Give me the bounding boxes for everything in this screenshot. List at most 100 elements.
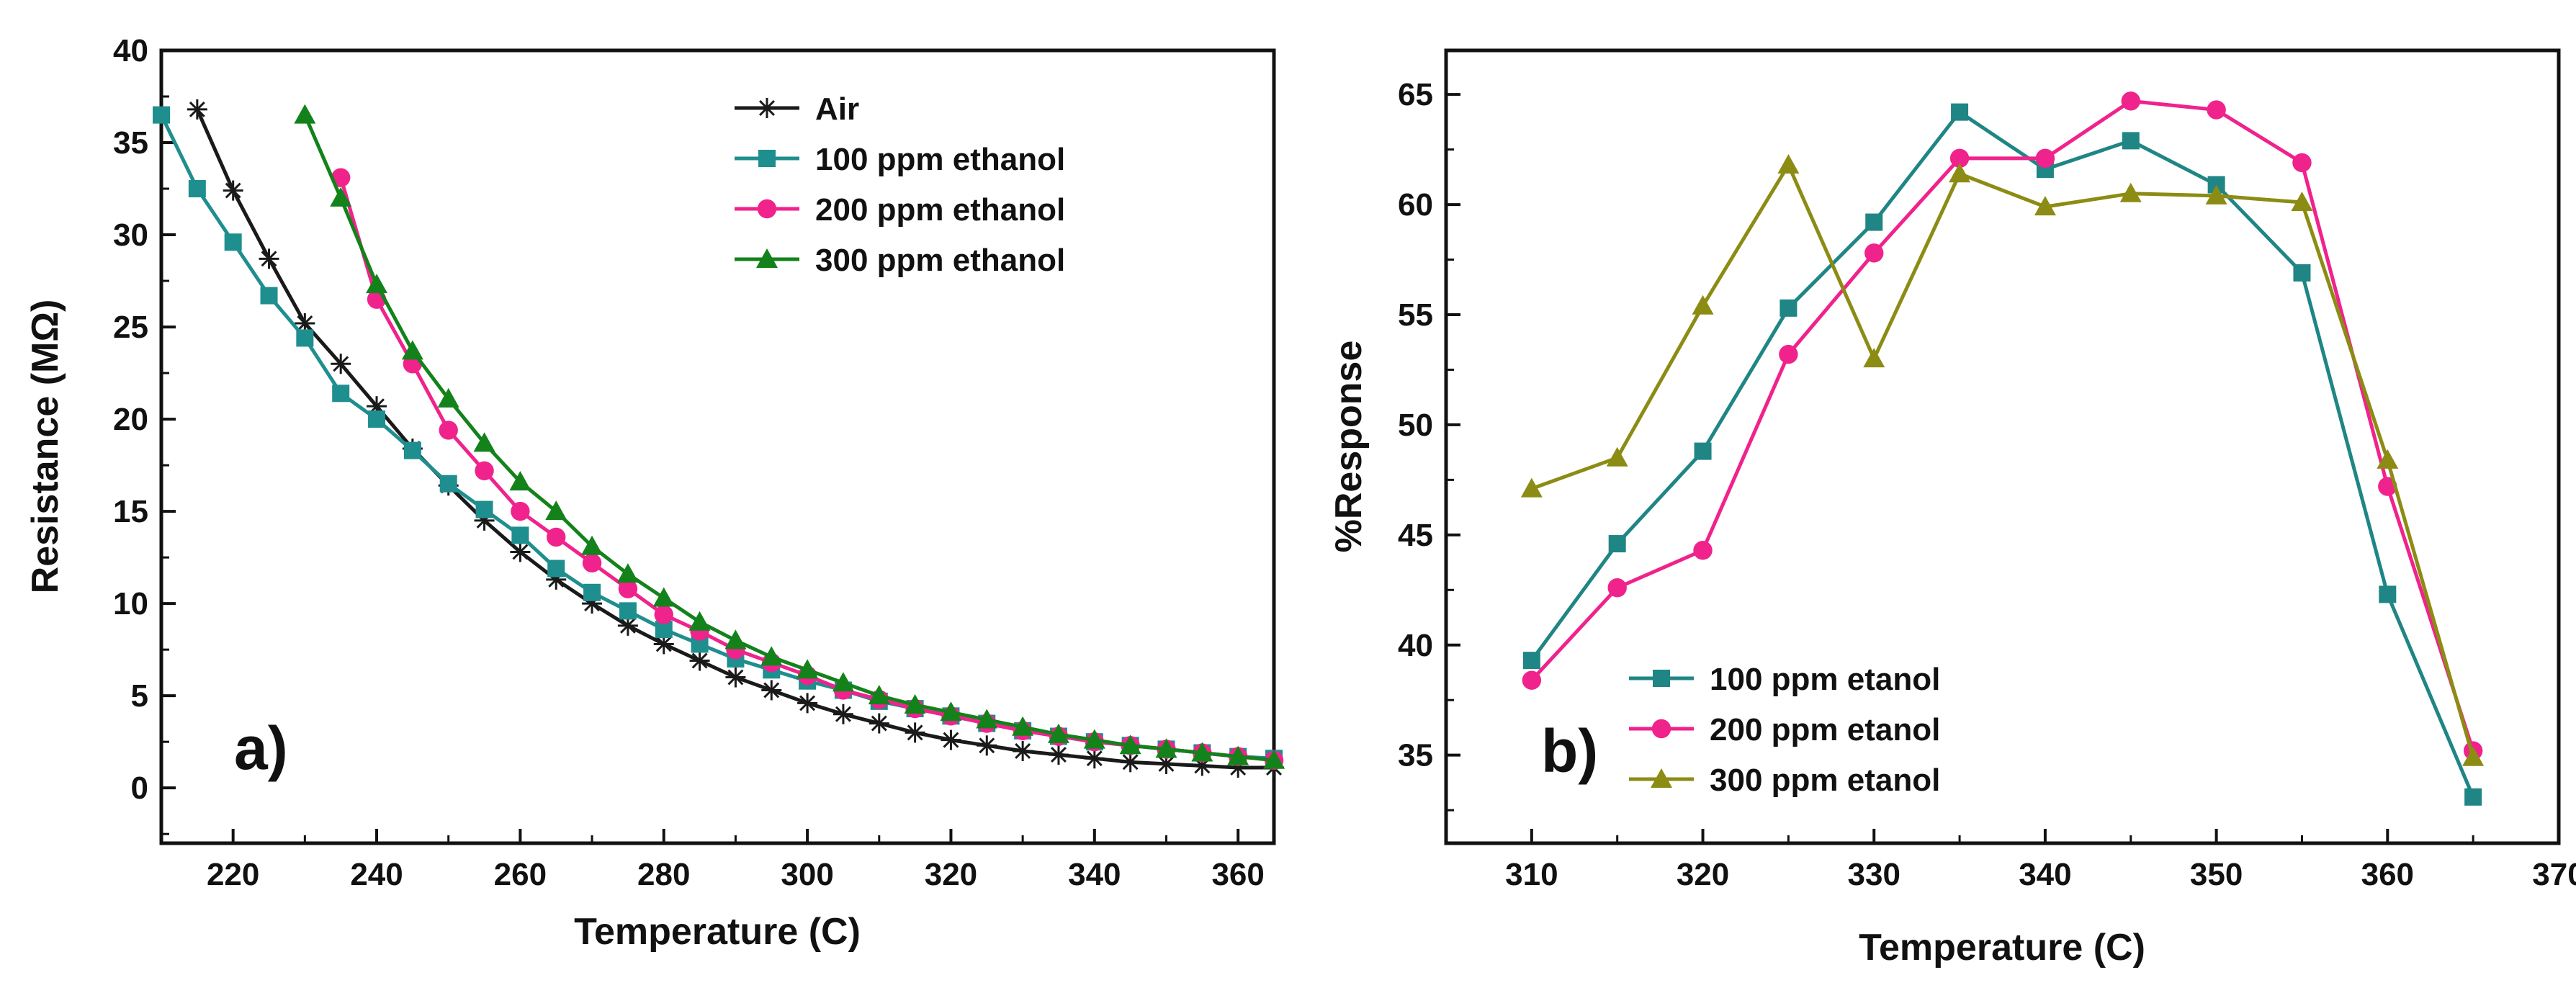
series-2 bbox=[1520, 154, 2485, 766]
data-point bbox=[224, 233, 242, 251]
data-point bbox=[511, 526, 529, 544]
panel-a-ticks: 220 240 260 280 300 320 340 360 0 5 10 15 20 25 30 35 40 bbox=[113, 33, 1265, 892]
series-3 bbox=[294, 104, 1285, 769]
panel-b-ticks: 310 320 330 340 350 360 370 35 40 45 50 55 60 65 bbox=[1398, 77, 2576, 892]
y-tick-label: 5 bbox=[131, 678, 148, 714]
panel-a-ylabel: Resistance (MΩ) bbox=[24, 300, 66, 594]
data-point bbox=[1522, 652, 1540, 670]
legend-marker bbox=[757, 98, 777, 118]
y-tick-label: 40 bbox=[1398, 628, 1433, 663]
y-tick-label: 65 bbox=[1398, 77, 1433, 112]
data-point bbox=[294, 104, 316, 124]
data-point bbox=[547, 527, 566, 547]
data-point bbox=[654, 605, 673, 624]
data-point bbox=[475, 461, 494, 480]
data-point bbox=[2207, 100, 2226, 120]
data-point bbox=[1083, 729, 1105, 749]
legend-label: Air bbox=[815, 91, 859, 127]
legend-label: 100 ppm ethanol bbox=[815, 142, 1065, 177]
panel-a-legend: Air 100 ppm ethanol 200 ppm ethanol 300 ppm… bbox=[735, 91, 1065, 278]
y-tick-label: 45 bbox=[1398, 518, 1433, 553]
data-point bbox=[904, 693, 926, 714]
data-point bbox=[2464, 788, 2482, 806]
data-point bbox=[1048, 745, 1069, 765]
data-point bbox=[582, 553, 602, 573]
data-point bbox=[1263, 749, 1285, 769]
data-point bbox=[368, 410, 386, 428]
series-2 bbox=[331, 168, 1284, 770]
legend-marker bbox=[757, 199, 777, 219]
data-point bbox=[653, 634, 674, 655]
data-point bbox=[1155, 738, 1177, 758]
legend-marker bbox=[1653, 670, 1670, 687]
data-point bbox=[1520, 477, 1543, 498]
data-point bbox=[366, 274, 388, 294]
data-point bbox=[1120, 752, 1141, 773]
data-point bbox=[259, 248, 279, 269]
series-line bbox=[1530, 163, 2475, 758]
data-point bbox=[437, 387, 459, 408]
data-point bbox=[332, 385, 350, 403]
data-point bbox=[977, 735, 997, 756]
data-point bbox=[1191, 742, 1213, 762]
x-tick-label: 330 bbox=[1848, 857, 1900, 892]
data-point bbox=[868, 685, 890, 705]
x-tick-label: 260 bbox=[494, 857, 547, 892]
data-point bbox=[401, 340, 423, 360]
data-point bbox=[941, 729, 961, 750]
panel-a-series bbox=[153, 99, 1285, 778]
data-point bbox=[2462, 746, 2485, 766]
data-point bbox=[724, 629, 747, 650]
data-point bbox=[976, 709, 998, 729]
series-line bbox=[1530, 110, 2475, 798]
series-0 bbox=[187, 99, 1284, 778]
data-point bbox=[833, 704, 853, 724]
data-point bbox=[761, 680, 782, 701]
data-point bbox=[330, 187, 352, 207]
legend-entry: Air bbox=[735, 91, 859, 127]
legend-entry: 100 ppm ethanol bbox=[735, 142, 1065, 177]
x-tick-label: 300 bbox=[781, 857, 833, 892]
panel-a-xlabel: Temperature (C) bbox=[574, 911, 861, 953]
data-point bbox=[583, 583, 601, 601]
legend-marker bbox=[758, 150, 776, 167]
y-tick-label: 0 bbox=[131, 770, 148, 806]
data-point bbox=[905, 722, 925, 743]
series-line bbox=[159, 114, 1275, 760]
data-point bbox=[616, 563, 639, 583]
data-point bbox=[1780, 299, 1798, 317]
data-point bbox=[1779, 344, 1798, 364]
y-tick-label: 35 bbox=[1398, 738, 1433, 773]
data-point bbox=[2379, 585, 2397, 603]
legend-label: 200 ppm ethanol bbox=[815, 192, 1065, 228]
data-point bbox=[1951, 103, 1969, 121]
legend-marker bbox=[1651, 719, 1671, 739]
data-point bbox=[223, 180, 243, 201]
data-point bbox=[2293, 264, 2311, 282]
x-tick-label: 320 bbox=[1677, 857, 1729, 892]
panel-b-series bbox=[1520, 91, 2485, 806]
data-point bbox=[796, 659, 819, 679]
panel-b-xlabel: Temperature (C) bbox=[1859, 927, 2145, 969]
data-point bbox=[153, 106, 170, 124]
data-point bbox=[1013, 740, 1033, 761]
panel-b-label: b) bbox=[1541, 717, 1598, 785]
y-tick-label: 50 bbox=[1398, 408, 1433, 443]
x-tick-label: 340 bbox=[2019, 857, 2071, 892]
data-point bbox=[869, 713, 889, 734]
y-tick-label: 60 bbox=[1398, 187, 1433, 223]
y-tick-label: 25 bbox=[113, 310, 148, 345]
data-point bbox=[2119, 182, 2142, 202]
x-tick-label: 320 bbox=[925, 857, 977, 892]
x-tick-label: 360 bbox=[1211, 857, 1264, 892]
legend-entry: 300 ppm ethanol bbox=[735, 243, 1065, 278]
x-tick-label: 350 bbox=[2190, 857, 2243, 892]
data-point bbox=[1692, 295, 1714, 315]
panel-b-plot-frame bbox=[1444, 48, 2561, 845]
data-point bbox=[403, 441, 421, 459]
data-point bbox=[688, 611, 711, 631]
data-point bbox=[618, 579, 638, 598]
data-point bbox=[187, 99, 207, 120]
data-point bbox=[1949, 163, 1971, 183]
y-tick-label: 35 bbox=[113, 125, 148, 161]
